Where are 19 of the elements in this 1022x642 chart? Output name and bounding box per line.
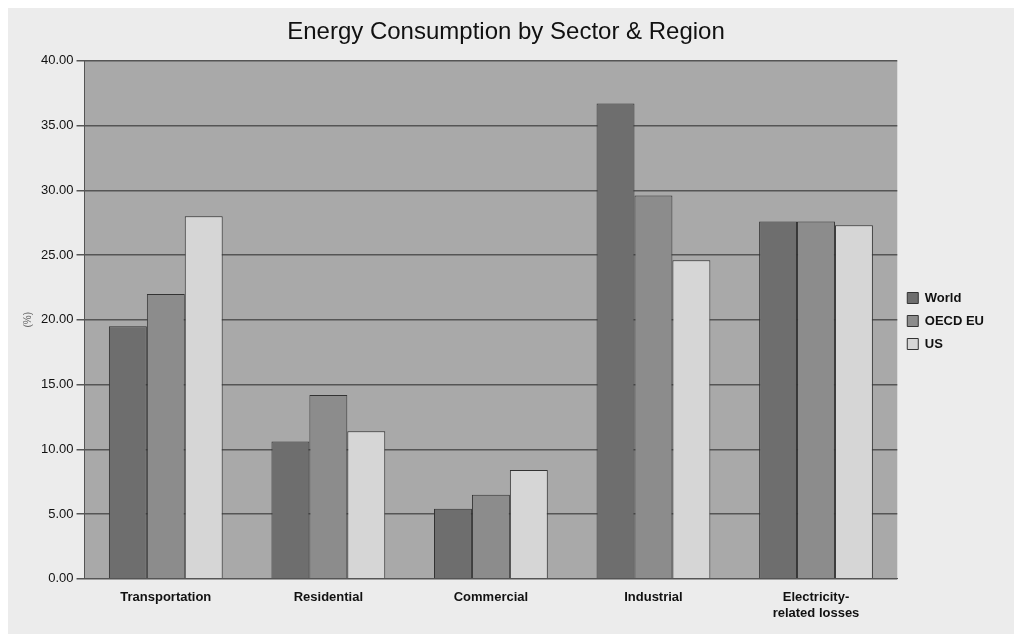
y-tick-label: 20.00: [40, 311, 74, 327]
y-tick-label: 25.00: [40, 246, 74, 262]
x-tick-label: Transportation: [120, 589, 212, 605]
y-tick-label: 30.00: [40, 181, 74, 197]
y-tick-label: 5.00: [48, 505, 74, 521]
y-axis-title: (%): [21, 312, 33, 328]
legend-label: World: [924, 289, 962, 305]
x-tick-label: Residential: [293, 589, 364, 605]
y-tick-label: 40.00: [40, 52, 74, 68]
legend-label: OECD EU: [924, 312, 984, 328]
y-tick-label: 35.00: [40, 117, 74, 133]
legend-label: US: [924, 335, 944, 351]
chart-title: Energy Consumption by Sector & Region: [287, 17, 725, 45]
y-tick-label: 0.00: [48, 570, 74, 586]
x-tick-label: Industrial: [624, 589, 683, 605]
y-tick-label: 15.00: [40, 376, 74, 392]
y-tick-label: 10.00: [40, 440, 74, 456]
x-tick-label: Commercial: [453, 589, 529, 605]
x-tick-label: Electricity-related losses: [772, 589, 860, 620]
